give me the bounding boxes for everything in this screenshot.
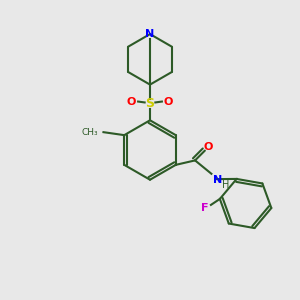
Text: O: O xyxy=(204,142,213,152)
Text: H: H xyxy=(222,180,229,190)
Text: N: N xyxy=(146,29,154,39)
Text: CH₃: CH₃ xyxy=(82,128,98,137)
Text: F: F xyxy=(201,203,209,213)
Text: O: O xyxy=(164,97,173,106)
Text: O: O xyxy=(127,97,136,106)
Text: N: N xyxy=(213,175,222,185)
Text: S: S xyxy=(146,98,154,110)
